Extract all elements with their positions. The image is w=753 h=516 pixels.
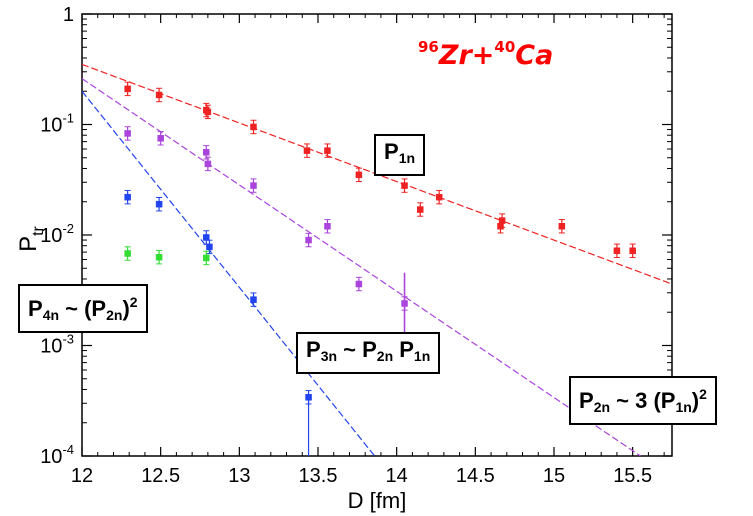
p2n-point [124, 130, 131, 137]
p1n-point [355, 171, 363, 179]
p4n-label-pow: 2 [129, 294, 138, 310]
p3n-fit-line [82, 90, 376, 456]
reaction-plus: + [471, 40, 495, 71]
p1n-point [401, 182, 408, 189]
p4n-label-sub: 4n [42, 307, 60, 323]
p3n-label-mid: P [393, 337, 414, 362]
x-axis-label: D [fm] [348, 488, 407, 513]
x-tick-label: 14.5 [456, 465, 495, 487]
p4n-label-rel: ~ (P [59, 296, 107, 321]
p4n-label-close: ) [122, 296, 130, 321]
p1n-label-box: P1n [374, 134, 426, 176]
p1n-label-sub: 1n [398, 150, 416, 166]
y-tick-label: 10-2 [40, 221, 74, 247]
p3n-label-sub: 3n [320, 348, 338, 364]
p3n-label-sub2: 2n [376, 348, 394, 364]
reaction-mass1: 96 [418, 38, 439, 56]
p1n-label-p: P [384, 139, 399, 164]
p2n-point [157, 135, 164, 142]
p2n-label-box: P2n ~ 3 (P1n)2 [569, 376, 717, 425]
p3n-point [155, 200, 163, 208]
reaction-label: 96Zr+40Ca [418, 38, 553, 71]
p1n-point [613, 247, 621, 255]
p3n-point [124, 193, 131, 201]
x-tick-label: 12.5 [141, 465, 180, 487]
p2n-point [203, 149, 210, 156]
p2n-point [401, 300, 408, 307]
x-tick-label: 15.5 [613, 465, 652, 487]
x-tick-label: 14 [386, 465, 408, 487]
x-tick-label: 13 [228, 465, 250, 487]
p3n-point [203, 234, 210, 241]
p2n-label-rel: ~ 3 (P [610, 388, 676, 413]
y-tick-label: 10-3 [40, 332, 74, 358]
p1n-point [417, 206, 424, 213]
p2n-label-p: P [579, 388, 594, 413]
p4n-label-sub2: 2n [106, 307, 123, 323]
p1n-point [629, 247, 636, 255]
p1n-point [498, 217, 506, 224]
reaction-mass2: 40 [494, 38, 516, 56]
x-tick-label: 15 [543, 465, 565, 487]
p2n-label-sub: 2n [593, 399, 611, 415]
p1n-point [435, 193, 443, 201]
p2n-label-sub2: 1n [675, 399, 692, 415]
p3n-point [206, 243, 213, 251]
p3n-label-sub3: 1n [413, 348, 431, 364]
x-tick-label: 12 [71, 465, 93, 487]
p1n-point [303, 147, 311, 154]
p4n-point [124, 250, 131, 257]
p4n-label-box: P4n ~ (P2n)2 [18, 284, 148, 333]
p2n-fit-line [82, 78, 641, 456]
p4n-label-p: P [28, 296, 43, 321]
p2n-label-pow: 2 [699, 386, 707, 402]
p3n-point [305, 394, 312, 401]
p1n-point [324, 147, 331, 154]
p2n-label-close: ) [691, 388, 700, 413]
x-tick-label: 13.5 [299, 465, 338, 487]
p1n-point [558, 223, 566, 230]
p3n-label-rel: ~ P [337, 337, 377, 362]
p2n-point [355, 280, 363, 288]
y-axis-label: Ptr [15, 225, 47, 251]
y-tick-label: 10-1 [40, 111, 74, 137]
p1n-point [250, 123, 257, 131]
p2n-point [204, 160, 212, 168]
p4n-point [155, 253, 163, 261]
p2n-point [324, 223, 331, 230]
reaction-element1: Zr [438, 40, 472, 71]
p4n-point [203, 254, 210, 262]
p1n-point [204, 108, 212, 116]
y-tick-label: 10-4 [40, 442, 74, 468]
p2n-point [305, 236, 312, 244]
p1n-point [155, 91, 163, 99]
p3n-label-p: P [306, 337, 321, 362]
p3n-point [250, 296, 257, 303]
y-tick-label: 1 [63, 4, 74, 26]
p2n-point [250, 182, 257, 189]
p3n-label-box: P3n ~ P2n P1n [296, 332, 441, 374]
reaction-element2: Ca [515, 40, 554, 71]
p1n-point [124, 85, 131, 93]
